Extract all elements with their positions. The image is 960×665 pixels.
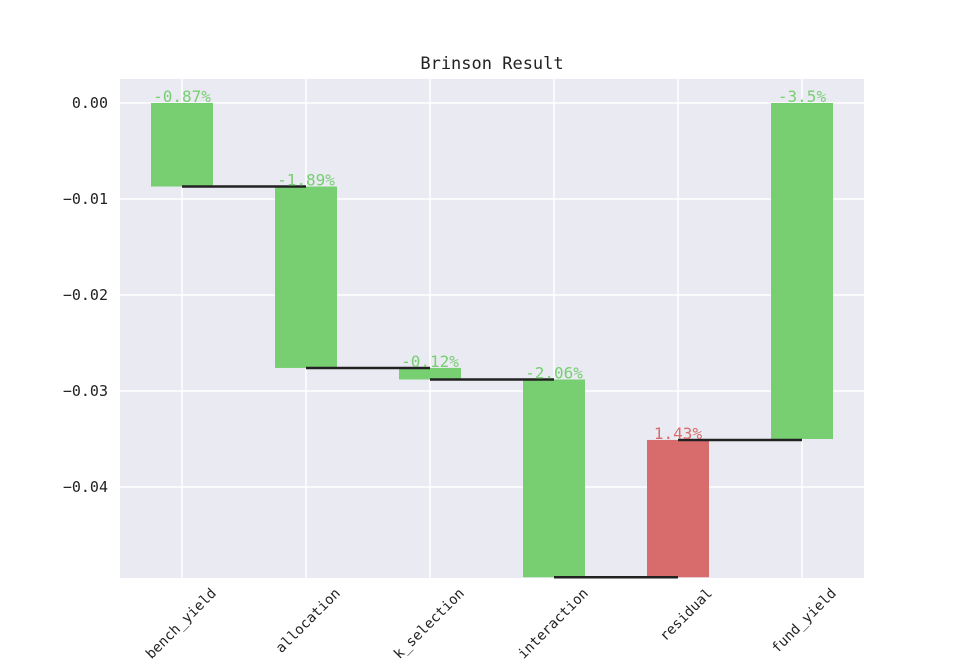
y-tick-label: −0.01: [63, 190, 108, 208]
data-label: -2.06%: [525, 363, 583, 382]
y-tick-label: 0.00: [72, 94, 108, 112]
chart-title: Brinson Result: [420, 54, 563, 74]
y-tick-label: −0.03: [63, 382, 108, 400]
data-label: -0.87%: [153, 87, 211, 106]
x-axis: bench_yield allocation k_selection interact…: [143, 586, 840, 663]
x-tick-label: interaction: [515, 586, 592, 660]
x-tick-label: fund_yield: [769, 586, 840, 657]
data-labels: -0.87% -1.89% -0.12% -2.06% 1.43% -3.5%: [153, 87, 826, 443]
y-axis: 0.00 −0.01 −0.02 −0.03 −0.04: [63, 94, 108, 496]
data-label: -0.12%: [401, 352, 459, 371]
y-tick-label: −0.04: [63, 478, 108, 496]
bar-interaction: [523, 379, 585, 578]
data-label: -1.89%: [277, 171, 335, 190]
y-tick-label: −0.02: [63, 286, 108, 304]
data-label: 1.43%: [654, 424, 703, 443]
x-tick-label: residual: [657, 586, 716, 645]
connectors: [182, 185, 802, 579]
data-label: -3.5%: [778, 87, 827, 106]
x-tick-label: allocation: [273, 586, 344, 657]
x-tick-label: k_selection: [391, 586, 468, 660]
bar-stock_selection: [399, 367, 461, 380]
bar-allocation: [275, 186, 337, 368]
x-tick-label: bench_yield: [143, 586, 220, 660]
bar-fund_yield: [771, 103, 833, 439]
plot-background: [120, 79, 864, 578]
bars: [151, 103, 833, 578]
bar-residual: [647, 439, 709, 578]
bar-bench_yield: [151, 103, 213, 187]
